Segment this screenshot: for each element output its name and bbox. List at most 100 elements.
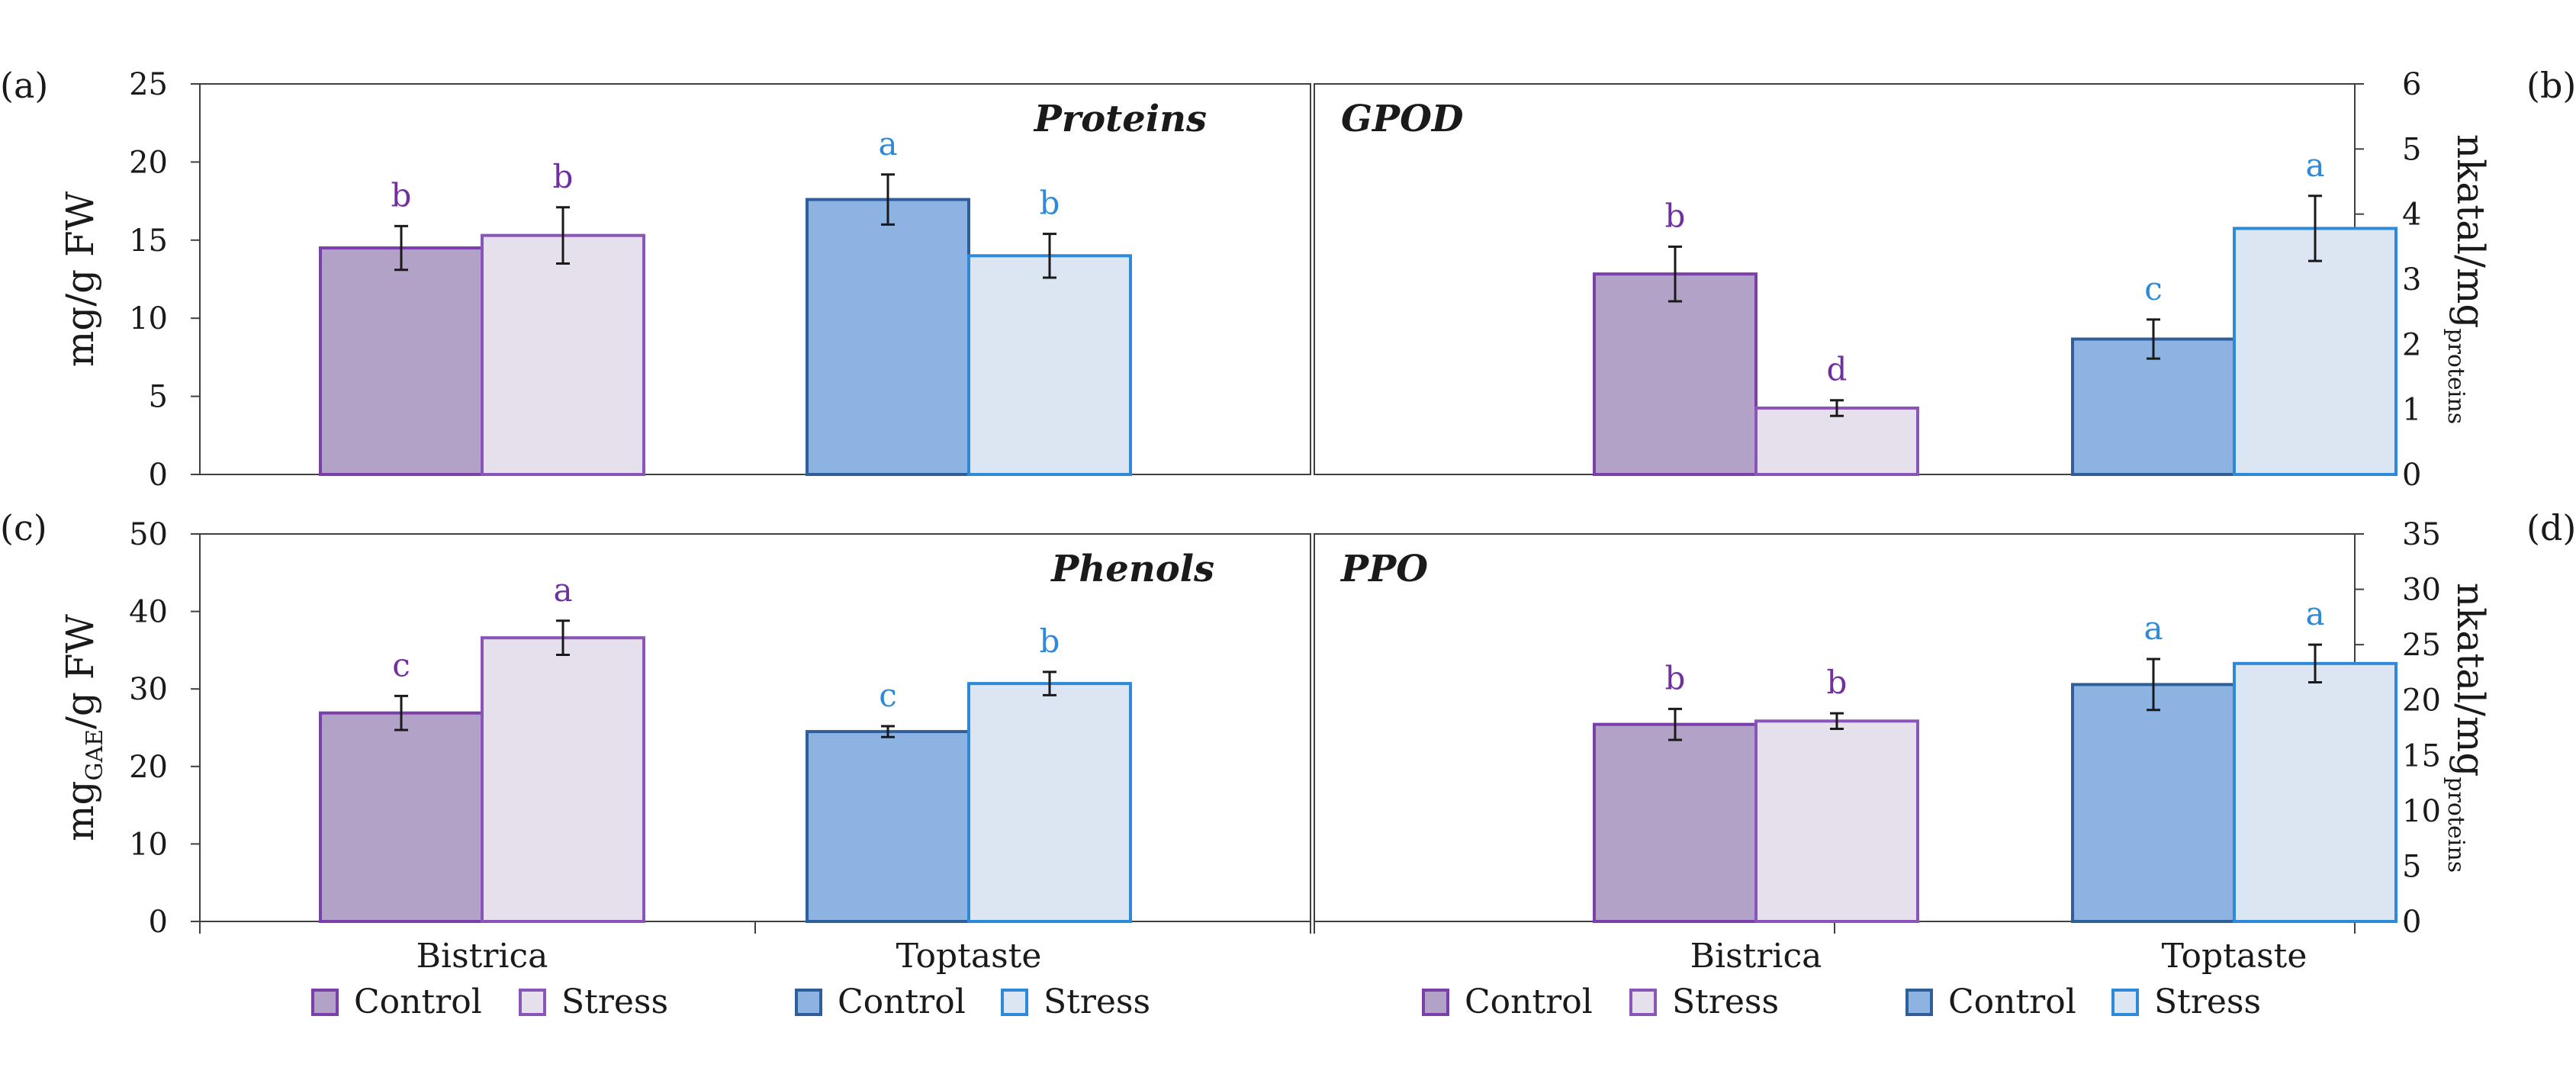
bar-bistrica-control — [319, 246, 484, 476]
legend-1: Control Stress Control Stress — [311, 982, 1150, 1021]
panel-label: (a) — [0, 65, 48, 106]
legend-2: Control Stress Control Stress — [1422, 982, 2261, 1021]
panel-title: PPO — [1339, 548, 1428, 590]
legend-label: Stress — [2154, 982, 2261, 1021]
legend-swatch — [1422, 989, 1449, 1016]
y-axis-label-subscript: proteins — [2443, 328, 2469, 424]
bar-toptaste-stress — [967, 682, 1132, 923]
significance-letter: b — [1665, 659, 1686, 696]
legend-swatch — [311, 989, 339, 1016]
significance-letter: b — [1040, 622, 1060, 660]
y-tick-label: 0 — [2402, 458, 2421, 493]
y-tick-label: 5 — [149, 380, 168, 415]
significance-letter: b — [1827, 664, 1848, 701]
panel-title: Phenols — [1050, 548, 1214, 590]
significance-letter: c — [392, 646, 410, 683]
significance-letter: a — [2143, 609, 2163, 647]
bar-bistrica-stress — [1754, 719, 1919, 923]
y-axis-label-main: nkatal/mg — [2449, 134, 2493, 328]
y-tick-label: 30 — [129, 672, 168, 707]
y-axis-label: nkatal/mgproteins — [2443, 134, 2493, 424]
legend-label: Control — [1465, 982, 1593, 1021]
y-tick-label: 35 — [2402, 517, 2441, 552]
y-tick-label: 10 — [129, 827, 168, 862]
y-tick-label: 15 — [2402, 738, 2441, 773]
significance-letter: a — [553, 571, 572, 609]
legend-label: Stress — [561, 982, 668, 1021]
bar-bistrica-stress — [481, 636, 645, 923]
legend-label: Control — [1948, 982, 2076, 1021]
significance-letter: b — [391, 176, 412, 214]
bar-toptaste-control — [806, 730, 970, 924]
y-tick-label: 3 — [2402, 262, 2421, 297]
y-tick-label: 4 — [2402, 198, 2421, 233]
y-tick-label: 10 — [129, 301, 168, 336]
y-tick-label: 40 — [129, 595, 168, 630]
significance-letter: a — [2305, 146, 2324, 184]
legends: Control Stress Control Stress Control Stress C… — [311, 982, 2261, 1021]
significance-letter: a — [878, 125, 897, 162]
y-tick-label: 6 — [2402, 67, 2421, 102]
y-tick-label: 5 — [2402, 849, 2421, 884]
y-tick-label: 15 — [129, 223, 168, 259]
category-label-toptaste: Toptaste — [2162, 937, 2307, 976]
y-tick-label: 25 — [129, 67, 168, 102]
panel-label: (b) — [2526, 65, 2576, 106]
bar-bistrica-stress — [1754, 406, 1919, 477]
y-tick-label: 20 — [2402, 683, 2441, 719]
y-tick-label: 0 — [149, 905, 168, 940]
panel-3: 0 10 20 30 40 50 c a c b Phenols (c) mgGAE/g FW — [0, 507, 1311, 940]
y-axis-label: mgGAE/g FW — [58, 614, 108, 841]
significance-letter: b — [553, 158, 574, 195]
y-axis-label-main: mg — [58, 780, 102, 841]
y-tick-label: 10 — [2402, 794, 2441, 829]
bar-bistrica-control — [1593, 722, 1758, 923]
bar-toptaste-stress — [967, 254, 1132, 476]
y-axis-label-main: nkatal/mg — [2449, 583, 2493, 777]
legend-swatch — [1001, 989, 1028, 1016]
y-tick-label: 5 — [2402, 132, 2421, 167]
chart-panels: 0 5 10 15 20 25 b b a b Proteins (a) mg/g FW 0 1 2 3 4 5 6 b… — [0, 65, 2576, 940]
category-label-bistrica: Bistrica — [1690, 937, 1822, 976]
legend-label: Control — [838, 982, 966, 1021]
y-axis-label-subscript: GAE — [82, 729, 108, 781]
category-labels: Bistrica Toptaste Bistrica Toptaste — [416, 937, 2307, 976]
bar-toptaste-stress — [2233, 661, 2398, 923]
bar-toptaste-control — [2071, 337, 2236, 476]
y-tick-label: 1 — [2402, 393, 2421, 428]
category-label-toptaste: Toptaste — [896, 937, 1042, 976]
significance-letter: b — [1040, 185, 1060, 222]
y-tick-label: 25 — [2402, 628, 2441, 663]
y-tick-label: 0 — [149, 458, 168, 493]
y-tick-label: 20 — [129, 145, 168, 180]
legend-swatch — [519, 989, 546, 1016]
panel-title: Proteins — [1033, 98, 1207, 140]
significance-letter: b — [1665, 197, 1686, 234]
y-axis-label-tail: /g FW — [58, 614, 102, 729]
legend-swatch — [1905, 989, 1933, 1016]
legend-swatch — [795, 989, 822, 1016]
significance-letter: d — [1827, 351, 1848, 388]
panel-label: (c) — [0, 507, 47, 548]
y-axis-label: nkatal/mgproteins — [2443, 583, 2493, 873]
bar-toptaste-control — [806, 198, 970, 476]
panel-2: 0 1 2 3 4 5 6 b d c a GPOD (b) nkatal/mgproteins — [1314, 65, 2576, 493]
legend-swatch — [2111, 989, 2139, 1016]
bar-bistrica-control — [319, 711, 484, 923]
plot-frame — [199, 83, 1311, 475]
legend-swatch — [1629, 989, 1657, 1016]
y-axis-label-subscript: proteins — [2443, 777, 2469, 873]
significance-letter: a — [2305, 595, 2324, 632]
y-tick-label: 0 — [2402, 905, 2421, 940]
y-axis-label: mg/g FW — [58, 191, 102, 367]
panel-1: 0 5 10 15 20 25 b b a b Proteins (a) mg/g FW — [0, 65, 1311, 493]
legend-label: Control — [354, 982, 482, 1021]
y-axis-label-main: mg/g FW — [58, 191, 102, 367]
bar-bistrica-control — [1593, 272, 1758, 476]
bar-bistrica-stress — [481, 233, 645, 476]
significance-letter: c — [2144, 270, 2163, 307]
legend-label: Stress — [1672, 982, 1779, 1021]
y-tick-label: 30 — [2402, 573, 2441, 608]
y-tick-label: 20 — [129, 750, 168, 785]
